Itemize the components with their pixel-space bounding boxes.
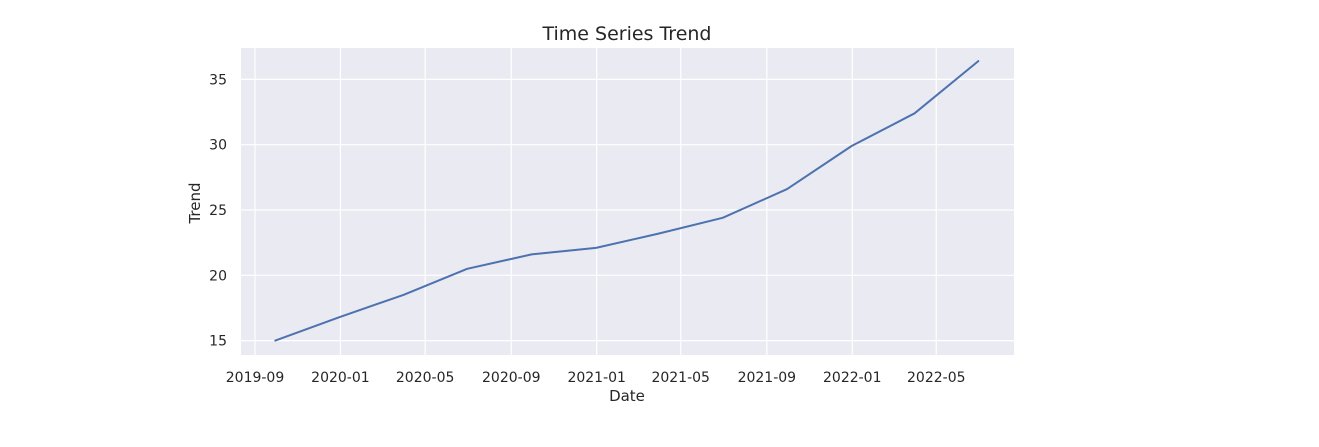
x-tick-label: 2020-01 xyxy=(311,370,370,386)
series-line xyxy=(274,60,980,342)
plot-background xyxy=(241,48,1014,355)
x-tick-label: 2021-01 xyxy=(567,370,626,386)
x-tick-label: 2022-01 xyxy=(823,370,882,386)
grid xyxy=(241,48,1014,355)
y-tick-label: 30 xyxy=(209,138,227,154)
y-tick-label: 20 xyxy=(209,268,227,284)
chart-title: Time Series Trend xyxy=(541,23,711,45)
y-tick-label: 15 xyxy=(209,334,227,350)
x-tick-label: 2021-09 xyxy=(738,370,797,386)
x-tick-label: 2020-05 xyxy=(396,370,455,386)
y-tick-label: 35 xyxy=(209,72,227,88)
series-layer xyxy=(274,60,980,342)
y-axis-label: Trend xyxy=(186,182,204,224)
x-axis-label: Date xyxy=(609,387,645,405)
x-tick-label: 2022-05 xyxy=(907,370,966,386)
tick-labels: 15 20 25 30 35 2019-09 2020-01 2020-05 2020-09 20… xyxy=(209,72,965,386)
x-tick-label: 2021-05 xyxy=(651,370,710,386)
y-tick-label: 25 xyxy=(209,203,227,219)
x-tick-label: 2019-09 xyxy=(226,370,285,386)
x-tick-label: 2020-09 xyxy=(482,370,541,386)
